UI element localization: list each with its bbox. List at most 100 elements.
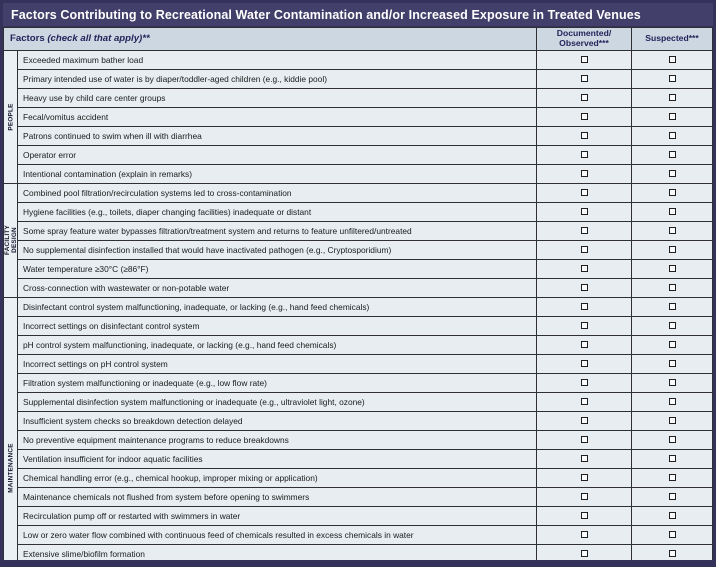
documented-checkbox[interactable] (580, 416, 588, 424)
suspected-cell (631, 486, 713, 507)
suspected-cell (631, 258, 713, 279)
factor-label: Extensive slime/biofilm formation (17, 543, 537, 560)
section-label: MAINTENANCE (7, 443, 14, 493)
documented-checkbox[interactable] (580, 530, 588, 538)
suspected-cell (631, 524, 713, 545)
documented-checkbox[interactable] (580, 454, 588, 462)
documented-checkbox[interactable] (580, 74, 588, 82)
suspected-cell (631, 410, 713, 431)
documented-checkbox[interactable] (580, 435, 588, 443)
documented-checkbox[interactable] (580, 302, 588, 310)
section-label: PEOPLE (7, 103, 14, 131)
factor-label: Chemical handling error (e.g., chemical … (17, 467, 537, 488)
documented-checkbox[interactable] (580, 188, 588, 196)
suspected-column-header: Suspected*** (631, 27, 713, 51)
documented-checkbox[interactable] (580, 131, 588, 139)
documented-checkbox[interactable] (580, 169, 588, 177)
suspected-checkbox[interactable] (668, 131, 676, 139)
documented-checkbox[interactable] (580, 226, 588, 234)
documented-checkbox[interactable] (580, 492, 588, 500)
documented-cell (536, 258, 632, 279)
table-row: Maintenance chemicals not flushed from s… (4, 486, 713, 507)
table-row: Filtration system malfunctioning or inad… (4, 372, 713, 393)
suspected-checkbox[interactable] (668, 378, 676, 386)
documented-checkbox[interactable] (580, 150, 588, 158)
documented-checkbox[interactable] (580, 283, 588, 291)
factor-label: Disinfectant control system malfunctioni… (17, 296, 537, 317)
suspected-cell (631, 87, 713, 108)
factor-label: Recent construction (18, 563, 537, 567)
suspected-cell (631, 239, 713, 260)
documented-checkbox[interactable] (580, 207, 588, 215)
suspected-checkbox[interactable] (668, 492, 676, 500)
documented-cell (536, 315, 632, 336)
suspected-checkbox[interactable] (668, 530, 676, 538)
documented-checkbox[interactable] (580, 378, 588, 386)
documented-checkbox[interactable] (580, 549, 588, 557)
suspected-checkbox[interactable] (668, 435, 676, 443)
factor-label: Incorrect settings on disinfectant contr… (17, 315, 537, 336)
suspected-checkbox[interactable] (668, 397, 676, 405)
suspected-cell (631, 543, 713, 560)
suspected-checkbox[interactable] (668, 150, 676, 158)
suspected-checkbox[interactable] (668, 169, 676, 177)
section-label-cell: FACILITY DESIGN (3, 182, 18, 298)
suspected-checkbox[interactable] (668, 93, 676, 101)
suspected-cell (631, 296, 713, 317)
documented-checkbox[interactable] (580, 359, 588, 367)
table-row: Recirculation pump off or restarted with… (4, 505, 713, 526)
documented-cell (536, 429, 632, 450)
documented-checkbox[interactable] (580, 340, 588, 348)
documented-cell (536, 68, 632, 89)
documented-cell (536, 334, 632, 355)
documented-cell (536, 125, 632, 146)
suspected-checkbox[interactable] (668, 511, 676, 519)
suspected-checkbox[interactable] (668, 302, 676, 310)
documented-checkbox[interactable] (580, 264, 588, 272)
suspected-checkbox[interactable] (668, 264, 676, 272)
table-row: Water temperature ≥30°C (≥86°F) (4, 258, 713, 279)
suspected-cell (631, 201, 713, 222)
suspected-checkbox[interactable] (668, 207, 676, 215)
suspected-checkbox[interactable] (668, 416, 676, 424)
suspected-checkbox[interactable] (668, 283, 676, 291)
suspected-checkbox[interactable] (668, 549, 676, 557)
suspected-checkbox[interactable] (668, 55, 676, 63)
suspected-checkbox[interactable] (668, 74, 676, 82)
suspected-checkbox[interactable] (668, 321, 676, 329)
documented-checkbox[interactable] (580, 473, 588, 481)
documented-cell (536, 49, 632, 70)
suspected-cell (631, 505, 713, 526)
suspected-checkbox[interactable] (668, 245, 676, 253)
documented-checkbox[interactable] (580, 397, 588, 405)
suspected-cell (631, 220, 713, 241)
documented-checkbox[interactable] (580, 511, 588, 519)
documented-checkbox[interactable] (580, 321, 588, 329)
suspected-checkbox[interactable] (668, 226, 676, 234)
documented-checkbox[interactable] (580, 93, 588, 101)
suspected-checkbox[interactable] (668, 359, 676, 367)
documented-checkbox[interactable] (580, 55, 588, 63)
suspected-checkbox[interactable] (668, 473, 676, 481)
table-row: Intentional contamination (explain in re… (4, 163, 713, 184)
table-row: Some spray feature water bypasses filtra… (4, 220, 713, 241)
table-row: Incorrect settings on disinfectant contr… (4, 315, 713, 336)
factor-label: Maintenance chemicals not flushed from s… (17, 486, 537, 507)
suspected-checkbox[interactable] (668, 112, 676, 120)
table-row: Hygiene facilities (e.g., toilets, diape… (4, 201, 713, 222)
suspected-cell (631, 391, 713, 412)
suspected-cell (631, 68, 713, 89)
documented-checkbox[interactable] (580, 245, 588, 253)
documented-cell (536, 524, 632, 545)
table-row: Extensive slime/biofilm formation (4, 543, 713, 560)
factor-label: Incorrect settings on pH control system (17, 353, 537, 374)
documented-cell (536, 410, 632, 431)
table-row: Cross-connection with wastewater or non-… (4, 277, 713, 298)
suspected-checkbox[interactable] (668, 188, 676, 196)
documented-cell (536, 182, 632, 203)
documented-checkbox[interactable] (580, 112, 588, 120)
suspected-checkbox[interactable] (668, 454, 676, 462)
table-row: Primary intended use of water is by diap… (4, 68, 713, 89)
suspected-checkbox[interactable] (668, 340, 676, 348)
suspected-cell (631, 277, 713, 298)
